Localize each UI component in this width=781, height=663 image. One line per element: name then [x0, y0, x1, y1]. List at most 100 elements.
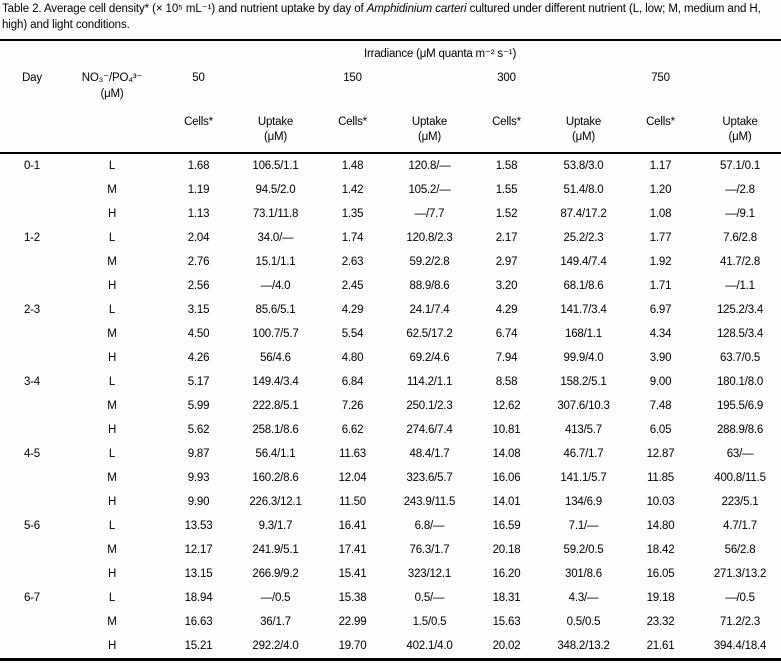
- day-cell: 3-4: [23, 376, 41, 388]
- cells-value: 4.26: [187, 352, 210, 364]
- uptake-value: 15.1/1.1: [255, 256, 296, 268]
- cells-value: 15.38: [338, 592, 367, 604]
- cells-value: 3.15: [187, 304, 210, 316]
- uptake-value: 402.1/4.0: [406, 640, 453, 652]
- cells-value: 1.68: [187, 160, 210, 172]
- table-row: M 12.17 241.9/5.1 17.41 76.3/1.7 20.18 59.2/0.…: [0, 538, 781, 562]
- cells-value: 9.90: [187, 496, 210, 508]
- uptake-value: 125.2/3.4: [716, 304, 764, 316]
- uptake-value: 85.6/5.1: [255, 304, 296, 316]
- irradiance-level-150: 150: [343, 72, 362, 84]
- cells-value: 6.97: [649, 304, 672, 316]
- uptake-value: 400.8/11.5: [714, 472, 766, 484]
- table-row: 1-2 L 2.04 34.0/— 1.74 120.8/2.3 2.17 25.2/2.3 1…: [0, 226, 781, 250]
- uptake-header-label: Uptake: [257, 116, 294, 128]
- uptake-value: 180.1/8.0: [716, 376, 764, 388]
- day-cell: [0, 322, 64, 346]
- uptake-value: 100.7/5.7: [252, 328, 299, 340]
- cells-value: 1.20: [649, 184, 672, 196]
- uptake-value: 141.1/5.7: [560, 472, 607, 484]
- cells-value: 3.90: [649, 352, 672, 364]
- uptake-header-label: Uptake: [565, 116, 602, 128]
- cells-value: 4.80: [341, 352, 364, 364]
- nutrient-level-cell: L: [108, 232, 116, 244]
- table-row: 0-1 L 1.68 106.5/1.1 1.48 120.8/— 1.58 53.8/3.0…: [0, 153, 781, 178]
- day-cell: [0, 250, 64, 274]
- uptake-value: 134/6.9: [565, 496, 602, 508]
- cells-value: 9.00: [649, 376, 672, 388]
- cells-value: 1.35: [341, 208, 364, 220]
- nutrient-level-cell: M: [107, 616, 117, 628]
- day-cell: 1-2: [23, 232, 41, 244]
- cells-value: 15.41: [338, 568, 367, 580]
- day-cell: [0, 538, 64, 562]
- nutrient-level-cell: H: [107, 352, 117, 364]
- uptake-value: 120.8/—: [408, 160, 451, 172]
- irradiance-level-50: 50: [192, 72, 205, 84]
- day-cell: [0, 490, 64, 514]
- day-cell: 4-5: [23, 448, 41, 460]
- cells-value: 22.99: [338, 616, 367, 628]
- cells-value: 19.70: [338, 640, 367, 652]
- cells-value: 3.20: [495, 280, 518, 292]
- irradiance-level-750: 750: [651, 72, 670, 84]
- cells-value: 9.93: [187, 472, 210, 484]
- table-row: M 1.19 94.5/2.0 1.42 105.2/— 1.55 51.4/8.0 1.20…: [0, 178, 781, 202]
- table-row: 2-3 L 3.15 85.6/5.1 4.29 24.1/7.4 4.29 141.7/3.…: [0, 298, 781, 322]
- cells-value: 1.13: [187, 208, 210, 220]
- cells-value: 6.84: [341, 376, 364, 388]
- uptake-value: 69.2/4.6: [409, 352, 450, 364]
- cells-value: 12.87: [646, 448, 675, 460]
- day-cell: [0, 466, 64, 490]
- day-cell: [0, 178, 64, 202]
- uptake-value: 7.1/—: [568, 520, 599, 532]
- cells-value: 12.62: [492, 400, 521, 412]
- day-cell: [0, 202, 64, 226]
- cells-value: 8.58: [495, 376, 518, 388]
- uptake-value: 0.5/0.5: [566, 616, 601, 628]
- uptake-value: 94.5/2.0: [255, 184, 296, 196]
- uptake-value: —/1.1: [725, 280, 755, 292]
- cells-value: 5.99: [187, 400, 210, 412]
- irradiance-level-300: 300: [497, 72, 516, 84]
- uptake-value: 149.4/3.4: [252, 376, 299, 388]
- empty-cell: [391, 64, 468, 112]
- table-row: 5-6 L 13.53 9.3/1.7 16.41 6.8/— 16.59 7.1/— 14.8…: [0, 514, 781, 538]
- uptake-value: 241.9/5.1: [252, 544, 299, 556]
- uptake-header-unit: (μM): [417, 131, 442, 143]
- cells-value: 2.97: [495, 256, 518, 268]
- uptake-value: 301/8.6: [565, 568, 602, 580]
- day-cell: [0, 562, 64, 586]
- cells-value: 5.54: [341, 328, 364, 340]
- uptake-value: 195.5/6.9: [716, 400, 764, 412]
- cells-value: 2.45: [341, 280, 364, 292]
- cells-value: 9.87: [187, 448, 210, 460]
- cells-value: 1.92: [649, 256, 672, 268]
- cells-value: 6.05: [649, 424, 672, 436]
- cells-value: 7.26: [341, 400, 364, 412]
- uptake-value: 56/4.6: [260, 352, 291, 364]
- table-row: M 5.99 222.8/5.1 7.26 250.1/2.3 12.62 307.6/10…: [0, 394, 781, 418]
- cells-value: 13.15: [184, 568, 213, 580]
- uptake-header-unit: (μM): [728, 131, 752, 143]
- uptake-value: 120.8/2.3: [406, 232, 453, 244]
- empty-cell: [699, 64, 781, 112]
- nutrient-level-cell: H: [107, 568, 117, 580]
- uptake-value: 62.5/17.2: [406, 328, 453, 340]
- cells-value: 12.17: [184, 544, 213, 556]
- caption-text-before: Table 2. Average cell density* (× 10⁵ mL…: [2, 3, 367, 15]
- nutrient-level-cell: M: [107, 256, 117, 268]
- cells-value: 1.58: [495, 160, 518, 172]
- table-body: 0-1 L 1.68 106.5/1.1 1.48 120.8/— 1.58 53.8/3.0…: [0, 153, 781, 660]
- cells-value: 23.32: [646, 616, 675, 628]
- nutrient-level-cell: H: [107, 496, 117, 508]
- table-row: H 1.13 73.1/11.8 1.35 —/7.7 1.52 87.4/17.2 1.08…: [0, 202, 781, 226]
- nutrient-header-unit: (μM): [100, 88, 124, 100]
- nutrient-level-cell: L: [108, 304, 116, 316]
- cells-value: 20.18: [492, 544, 521, 556]
- table-row: H 4.26 56/4.6 4.80 69.2/4.6 7.94 99.9/4.0 3.90 6…: [0, 346, 781, 370]
- nutrient-level-cell: M: [107, 328, 117, 340]
- cells-value: 11.63: [339, 448, 366, 460]
- uptake-value: —/2.8: [725, 184, 755, 196]
- uptake-value: —/0.5: [260, 592, 291, 604]
